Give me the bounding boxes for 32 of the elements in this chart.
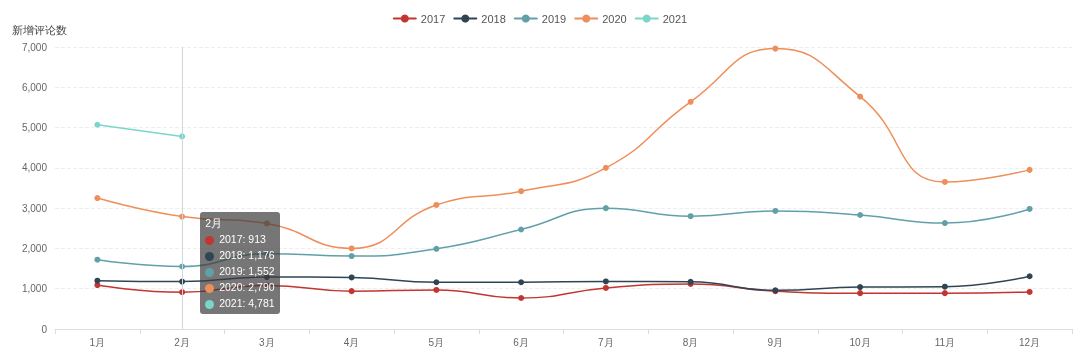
x-tick-label: 7月 [598, 336, 614, 347]
legend-label: 2019 [541, 12, 567, 25]
annotation: 2月 [205, 217, 222, 229]
y-axis-title: 新增评论数 [12, 23, 67, 36]
annotation: 2019: 1,552 [219, 265, 275, 277]
annotation: 2020: 2,790 [219, 281, 275, 293]
legend-label: 2021 [662, 12, 688, 25]
y-tick-label: 5,000 [21, 122, 48, 134]
x-tick-label: 8月 [682, 336, 699, 347]
legend-label: 2020 [602, 12, 627, 25]
annotation: 2018: 1,176 [219, 249, 275, 261]
x-tick-label: 2月 [174, 336, 190, 347]
legend-label: 2018 [481, 12, 506, 25]
x-tick-label: 12月 [1019, 336, 1041, 347]
y-tick-label: 3,000 [21, 202, 48, 214]
x-tick-label: 6月 [513, 336, 529, 347]
x-tick-label: 1月 [89, 336, 106, 347]
y-tick-label: 7,000 [21, 41, 48, 53]
x-tick-label: 4月 [343, 336, 360, 347]
annotation: 2017: 913 [219, 233, 266, 245]
x-tick-label: 3月 [259, 336, 275, 347]
y-tick-label: 0 [41, 323, 48, 335]
x-tick-label: 10月 [849, 336, 871, 347]
x-tick-label: 5月 [428, 336, 445, 347]
legend-label: 2017 [420, 12, 446, 25]
x-tick-label: 11月 [934, 336, 956, 347]
y-tick-label: 6,000 [21, 81, 48, 93]
x-tick-label: 9月 [767, 336, 784, 347]
y-tick-label: 4,000 [21, 162, 48, 174]
y-tick-label: 2,000 [21, 242, 48, 254]
annotation: 2021: 4,781 [219, 297, 275, 309]
y-tick-label: 1,000 [21, 283, 48, 295]
